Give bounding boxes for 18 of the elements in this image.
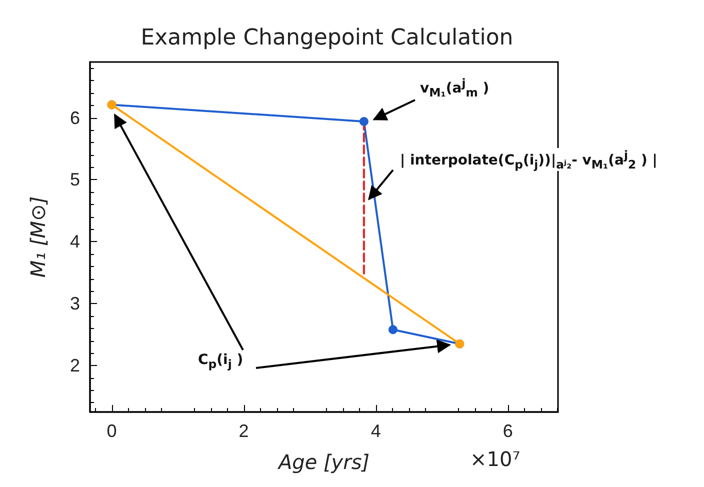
y-tick-label: 5: [70, 170, 80, 190]
x-tick-label: 0: [106, 421, 117, 441]
x-tick-label: 6: [502, 421, 513, 441]
x-tick-label: 4: [370, 421, 381, 441]
y-tick-label: 4: [70, 232, 80, 252]
x-tick-label: 2: [238, 421, 249, 441]
y-tick-label: 3: [70, 294, 80, 314]
point: [359, 116, 368, 126]
y-tick-label: 6: [70, 108, 80, 128]
y-tick-label: 2: [70, 356, 80, 376]
chart-title: Example Changepoint Calculation: [140, 26, 514, 50]
annotation: v$_{M₁}$(a$^{j}$$_{m}$ ): [418, 76, 492, 100]
text: | interpolate(C$_{p}$(i$_{j}$))|$_{aʲ₂}$- v$_{M₁}$(a$^{j}$$_{2}$ ) |: [400, 148, 658, 172]
point: [388, 325, 398, 334]
annotation: C$_{p}$(i$_{j}$ ): [196, 352, 246, 371]
x-axis-title: Age [yrs]: [276, 450, 370, 474]
text: ×10⁷: [468, 447, 522, 471]
y-axis-title: M₁ [M⊙]: [26, 196, 50, 278]
